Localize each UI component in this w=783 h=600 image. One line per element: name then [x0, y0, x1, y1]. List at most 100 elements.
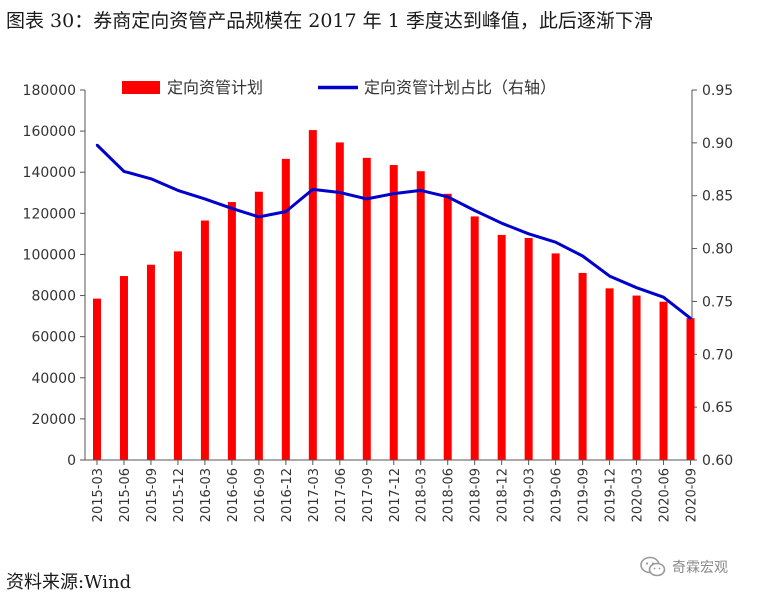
bar-series	[93, 130, 695, 461]
x-tick-label: 2020-06	[658, 468, 673, 522]
line-point	[635, 286, 638, 289]
bar	[416, 171, 425, 460]
line-point	[689, 317, 692, 320]
x-tick-label: 2019-03	[523, 468, 538, 522]
right-tick-label: 0.90	[702, 136, 733, 152]
bar	[227, 202, 236, 460]
x-tick-label: 2016-09	[253, 468, 268, 522]
left-tick-label: 160000	[23, 124, 76, 140]
line-point	[149, 177, 153, 180]
source-note: 资料来源:Wind	[6, 572, 132, 593]
left-tick-label: 180000	[23, 83, 76, 99]
line-point	[338, 191, 341, 194]
line-point	[203, 197, 207, 201]
line-point	[176, 189, 180, 192]
wechat-logo-icon	[640, 556, 666, 577]
bar	[551, 253, 560, 460]
line-point	[257, 215, 261, 219]
line-point	[473, 209, 476, 212]
x-axis: 2015-03 2015-06 2015-09 2015-12 2016-03 2016-…	[85, 459, 700, 522]
x-tick-label: 2019-09	[577, 468, 592, 522]
bar	[659, 301, 668, 460]
bar	[93, 298, 101, 460]
bar	[281, 158, 290, 460]
bar	[200, 220, 209, 460]
line-point	[446, 195, 449, 198]
line-point	[122, 170, 126, 173]
right-tick-label: 0.70	[702, 347, 733, 363]
bar	[443, 193, 452, 461]
line-point	[554, 241, 557, 244]
x-tick-label: 2019-06	[550, 468, 565, 522]
x-tick-label: 2020-03	[631, 468, 646, 522]
x-tick-label: 2018-12	[496, 468, 511, 522]
x-tick-label: 2020-09	[685, 468, 700, 522]
bar	[389, 165, 398, 460]
legend-bar-swatch	[122, 81, 160, 94]
x-tick-label: 2017-06	[334, 468, 349, 522]
line-point	[365, 197, 368, 201]
x-tick-label: 2016-06	[226, 468, 241, 522]
left-tick-label: 60000	[31, 330, 76, 346]
left-tick-label: 100000	[23, 247, 76, 263]
x-tick-label: 2018-03	[415, 468, 430, 522]
right-tick-label: 0.65	[702, 400, 733, 416]
left-tick-label: 120000	[23, 206, 76, 222]
watermark: 奇霖宏观	[640, 556, 728, 578]
bar	[632, 295, 641, 460]
left-y-axis: 0 20000 40000 60000 80000 100000 120000 140000 1…	[23, 83, 86, 469]
bar	[605, 288, 614, 460]
bar	[497, 234, 506, 460]
line-point	[581, 254, 584, 258]
bar	[578, 272, 587, 460]
bar	[686, 318, 695, 460]
right-tick-label: 0.60	[702, 453, 733, 469]
x-tick-label: 2015-09	[145, 468, 160, 522]
line-point	[230, 207, 234, 210]
left-tick-label: 80000	[31, 289, 76, 305]
x-tick-label: 2017-12	[388, 468, 403, 522]
x-tick-label: 2015-12	[172, 468, 187, 522]
line-point	[419, 189, 422, 192]
right-y-axis: 0.60 0.65 0.70 0.75 0.80 0.85 0.90 0.95	[691, 83, 733, 469]
line-point	[527, 232, 530, 235]
line-series	[95, 143, 692, 320]
line-point	[95, 143, 99, 147]
right-tick-label: 0.75	[702, 294, 733, 310]
watermark-text: 奇霖宏观	[672, 560, 728, 576]
x-tick-label: 2015-03	[91, 468, 106, 522]
bar	[173, 251, 182, 460]
line-point	[500, 222, 503, 225]
line-point	[392, 192, 395, 195]
x-tick-label: 2016-12	[280, 468, 295, 522]
x-tick-label: 2017-03	[307, 468, 322, 522]
x-tick-label: 2017-09	[361, 468, 376, 522]
legend-bar-label: 定向资管计划	[167, 78, 263, 97]
x-tick-label: 2016-03	[199, 468, 214, 522]
bar	[254, 191, 263, 460]
legend-line-label: 定向资管计划占比（右轴）	[364, 78, 556, 97]
legend: 定向资管计划 定向资管计划占比（右轴）	[122, 78, 556, 97]
right-tick-label: 0.80	[702, 242, 733, 258]
right-tick-label: 0.95	[702, 83, 733, 99]
bar	[470, 216, 479, 460]
bar-line-chart: 定向资管计划 定向资管计划占比（右轴） 0 20000 40000 60000 80000…	[23, 78, 734, 522]
x-tick-label: 2018-06	[442, 468, 457, 522]
x-tick-label: 2019-12	[604, 468, 619, 522]
left-tick-label: 20000	[31, 412, 76, 428]
bar	[119, 276, 128, 460]
figure-title: 图表 30：券商定向资管产品规模在 2017 年 1 季度达到峰值，此后逐渐下滑	[6, 10, 653, 32]
bar	[362, 157, 371, 461]
left-tick-label: 40000	[31, 371, 76, 387]
line-point	[284, 210, 288, 213]
line-point	[311, 188, 315, 191]
left-tick-label: 140000	[23, 165, 76, 181]
x-tick-label: 2018-09	[469, 468, 484, 522]
x-tick-label: 2015-06	[118, 468, 133, 522]
line-point	[608, 274, 611, 278]
bar	[335, 142, 344, 460]
bar	[308, 130, 317, 461]
left-tick-label: 0	[67, 453, 76, 469]
right-tick-label: 0.85	[702, 189, 733, 205]
bar	[146, 264, 155, 460]
